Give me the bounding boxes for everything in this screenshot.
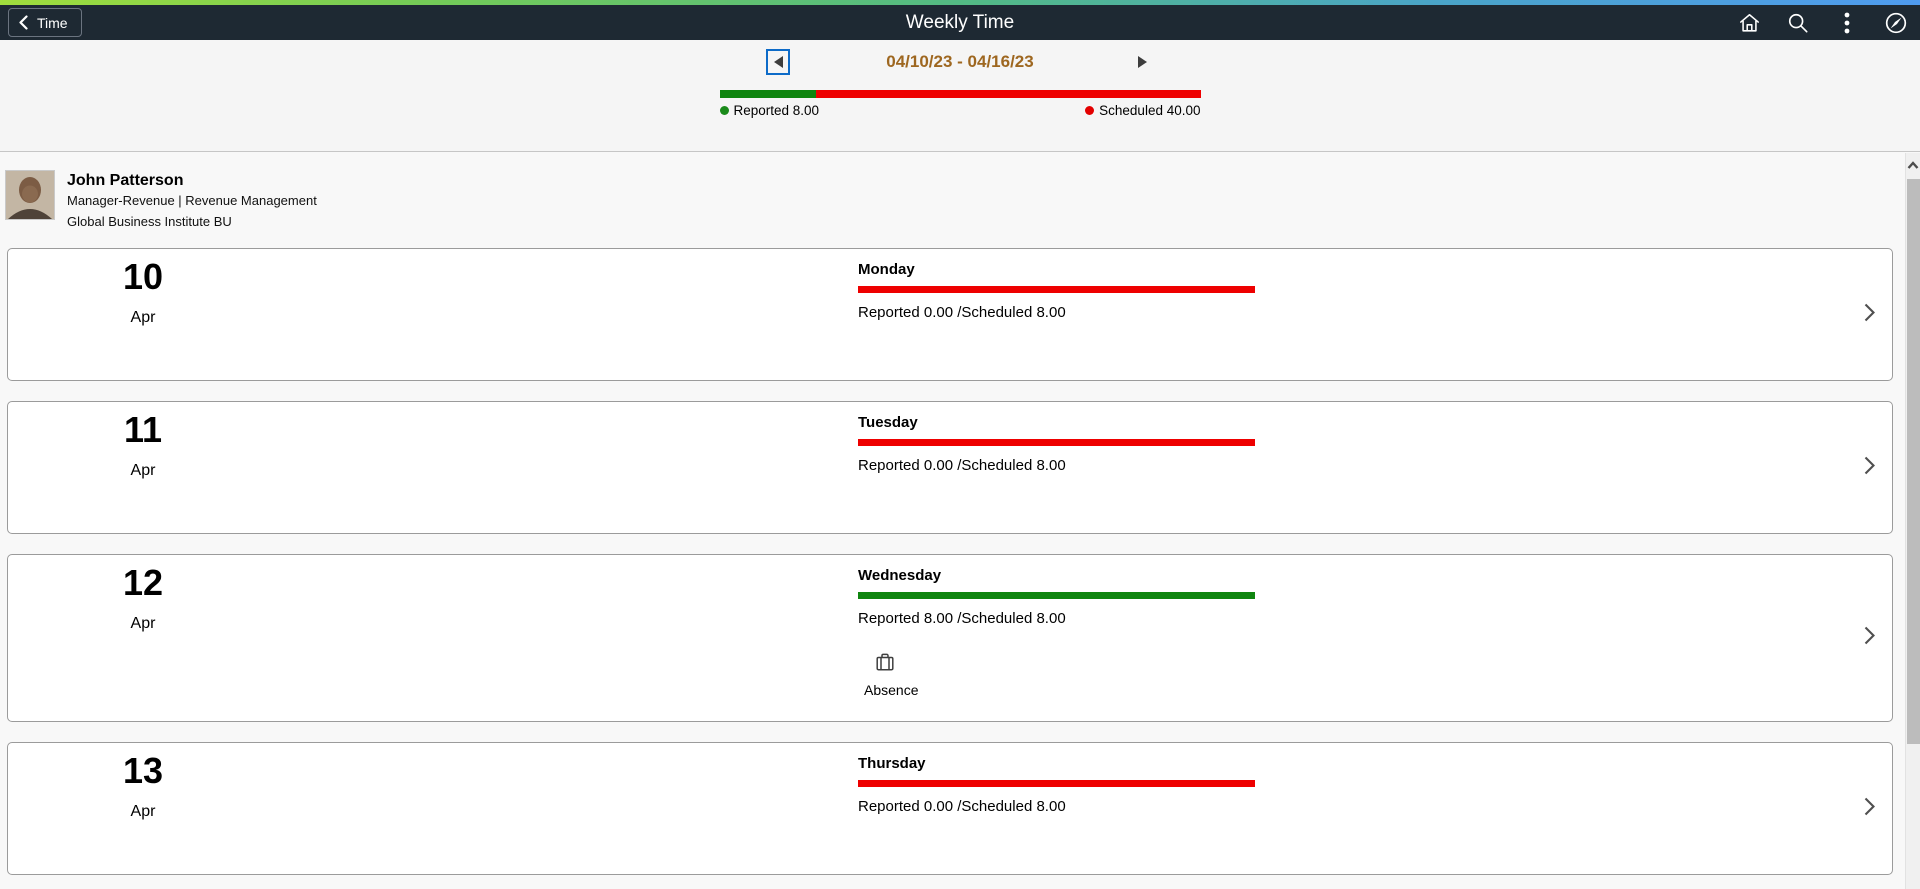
reported-progress-segment [719, 90, 816, 98]
triangle-left-icon [773, 56, 783, 68]
progress-legend: Reported 8.00 Scheduled 40.00 [719, 103, 1201, 118]
chevron-right-icon [1864, 797, 1875, 821]
day-month: Apr [130, 803, 156, 820]
search-button[interactable] [1786, 11, 1810, 35]
day-card-thursday[interactable]: 13 Apr Thursday Reported 0.00 /Scheduled… [7, 742, 1893, 875]
day-details: Wednesday Reported 8.00 /Scheduled 8.00 … [858, 567, 1255, 698]
triangle-right-icon [1137, 56, 1147, 68]
day-details: Thursday Reported 0.00 /Scheduled 8.00 [858, 755, 1255, 815]
week-summary-header: 04/10/23 - 04/16/23 Reported 8.00 Schedu… [0, 40, 1920, 152]
chevron-left-icon [19, 15, 28, 30]
day-number: 13 [122, 750, 164, 791]
home-button[interactable] [1737, 11, 1761, 35]
day-name: Monday [858, 261, 915, 278]
day-card-wednesday[interactable]: 12 Apr Wednesday Reported 8.00 /Schedule… [7, 554, 1893, 722]
compass-icon [1884, 11, 1908, 35]
search-icon [1787, 12, 1809, 34]
reported-legend-dot [719, 106, 729, 115]
chevron-right-icon [1864, 626, 1875, 650]
day-name: Tuesday [858, 414, 918, 431]
day-details: Tuesday Reported 0.00 /Scheduled 8.00 [858, 414, 1255, 474]
week-progress-bar [719, 90, 1201, 98]
day-status-bar [858, 780, 1255, 787]
day-status-text: Reported 0.00 /Scheduled 8.00 [858, 457, 1066, 474]
scheduled-legend: Scheduled 40.00 [1085, 103, 1201, 118]
home-icon [1738, 12, 1761, 34]
absence-suitcase-icon [874, 651, 896, 678]
top-navbar: Time Weekly Time [0, 5, 1920, 40]
day-number: 10 [122, 256, 164, 297]
vertical-scrollbar[interactable] [1905, 153, 1920, 889]
day-date: 12 Apr [8, 562, 278, 633]
employee-name: John Patterson [67, 172, 184, 189]
scheduled-legend-label: Scheduled 40.00 [1099, 103, 1201, 118]
employee-text: John Patterson Manager-Revenue | Revenue… [67, 170, 317, 248]
day-card-tuesday[interactable]: 11 Apr Tuesday Reported 0.00 /Scheduled … [7, 401, 1893, 534]
chevron-right-icon [1864, 456, 1875, 480]
scheduled-progress-segment [815, 90, 1201, 98]
week-date-navigation: 04/10/23 - 04/16/23 [0, 40, 1920, 75]
day-month: Apr [130, 462, 156, 479]
day-name: Thursday [858, 755, 926, 772]
day-status-text: Reported 0.00 /Scheduled 8.00 [858, 798, 1066, 815]
scrollbar-thumb[interactable] [1907, 179, 1920, 744]
day-status-text: Reported 0.00 /Scheduled 8.00 [858, 304, 1066, 321]
weekly-time-content: John Patterson Manager-Revenue | Revenue… [0, 152, 1920, 889]
next-week-button[interactable] [1130, 49, 1154, 75]
scroll-up-button[interactable] [1906, 153, 1920, 177]
page-title: Weekly Time [905, 11, 1015, 33]
employee-info: John Patterson Manager-Revenue | Revenue… [0, 152, 1920, 248]
reported-legend-label: Reported 8.00 [733, 103, 820, 118]
chevron-right-icon [1864, 303, 1875, 327]
day-card-monday[interactable]: 10 Apr Monday Reported 0.00 /Scheduled 8… [7, 248, 1893, 381]
navbar-actions [1737, 5, 1908, 40]
back-button-label: Time [37, 14, 68, 31]
day-status-bar [858, 592, 1255, 599]
day-month: Apr [130, 615, 156, 632]
previous-week-button[interactable] [766, 49, 790, 75]
back-button[interactable]: Time [8, 8, 82, 37]
day-date: 10 Apr [8, 256, 278, 327]
brand-ribbon [0, 0, 1920, 5]
day-number: 12 [122, 562, 164, 603]
employee-job-title: Manager-Revenue | Revenue Management [67, 193, 317, 208]
day-status-bar [858, 286, 1255, 293]
absence-indicator: Absence [858, 651, 1255, 698]
day-name: Wednesday [858, 567, 942, 584]
absence-label: Absence [864, 682, 919, 698]
day-number: 11 [123, 409, 163, 450]
week-progress: Reported 8.00 Scheduled 40.00 [719, 90, 1201, 118]
day-status-bar [858, 439, 1255, 446]
employee-business-unit: Global Business Institute BU [67, 214, 232, 229]
week-date-range: 04/10/23 - 04/16/23 [886, 52, 1034, 71]
actions-menu-button[interactable] [1835, 11, 1859, 35]
navbar-compass-button[interactable] [1884, 11, 1908, 35]
scheduled-legend-dot [1085, 106, 1095, 115]
day-month: Apr [130, 309, 156, 326]
day-status-text: Reported 8.00 /Scheduled 8.00 [858, 610, 1066, 627]
day-date: 13 Apr [8, 750, 278, 821]
avatar [5, 170, 55, 220]
day-date: 11 Apr [8, 409, 278, 480]
reported-legend: Reported 8.00 [719, 103, 820, 118]
kebab-menu-icon [1844, 12, 1850, 34]
day-details: Monday Reported 0.00 /Scheduled 8.00 [858, 261, 1255, 321]
